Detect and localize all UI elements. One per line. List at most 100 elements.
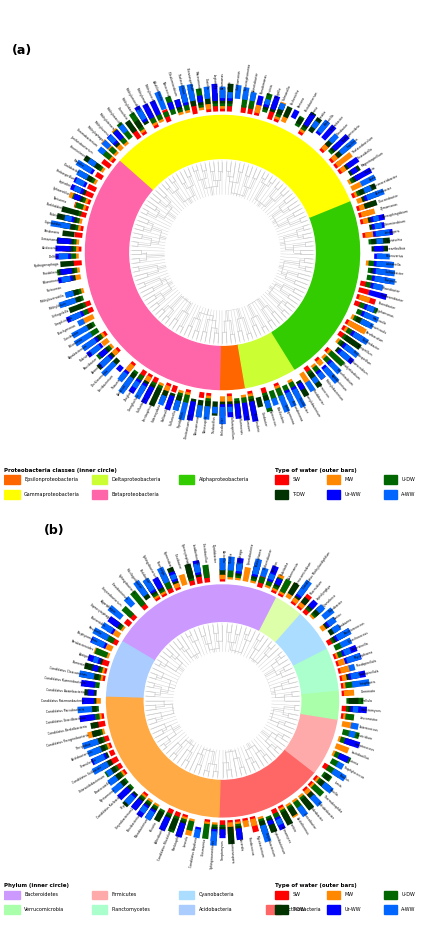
Text: Methylobacter: Methylobacter <box>119 96 134 117</box>
Polygon shape <box>173 395 182 411</box>
Polygon shape <box>113 129 127 144</box>
Polygon shape <box>133 118 146 134</box>
Polygon shape <box>337 163 350 175</box>
Polygon shape <box>297 580 312 597</box>
Polygon shape <box>227 396 233 415</box>
Polygon shape <box>341 645 358 656</box>
Polygon shape <box>142 578 155 592</box>
Polygon shape <box>148 113 159 128</box>
Text: Actinobacteria: Actinobacteria <box>286 907 321 912</box>
Polygon shape <box>85 307 94 314</box>
Text: Phenylobacterium: Phenylobacterium <box>304 393 321 418</box>
Polygon shape <box>235 85 242 99</box>
Text: Methylomonas: Methylomonas <box>134 88 148 109</box>
Text: Acidobacterium: Acidobacterium <box>71 750 94 763</box>
Text: Thiobacillus: Thiobacillus <box>212 416 217 434</box>
Polygon shape <box>256 396 263 408</box>
Bar <box>327 890 340 900</box>
Text: Streptococcus: Streptococcus <box>354 742 375 752</box>
Polygon shape <box>111 782 124 794</box>
Polygon shape <box>318 779 331 791</box>
Polygon shape <box>360 318 374 329</box>
Polygon shape <box>175 822 186 838</box>
Polygon shape <box>118 376 134 395</box>
Text: Methylibium: Methylibium <box>49 301 68 311</box>
Polygon shape <box>69 192 89 204</box>
Polygon shape <box>321 607 335 620</box>
Text: Yersinia: Yersinia <box>267 84 275 96</box>
Text: Rhodopirellula: Rhodopirellula <box>356 659 378 668</box>
Polygon shape <box>92 744 108 755</box>
Polygon shape <box>197 95 203 103</box>
Polygon shape <box>212 93 218 104</box>
Polygon shape <box>336 628 352 641</box>
Polygon shape <box>227 401 233 411</box>
Polygon shape <box>92 730 101 737</box>
Polygon shape <box>262 392 273 413</box>
Polygon shape <box>131 798 143 811</box>
Text: Salmonella: Salmonella <box>282 85 292 102</box>
Polygon shape <box>219 825 226 831</box>
Polygon shape <box>329 153 340 163</box>
Polygon shape <box>346 653 361 664</box>
Polygon shape <box>76 169 89 180</box>
Polygon shape <box>196 88 204 108</box>
Polygon shape <box>356 201 374 211</box>
Polygon shape <box>76 160 93 174</box>
Polygon shape <box>241 93 248 108</box>
Polygon shape <box>271 95 280 110</box>
Polygon shape <box>227 95 233 101</box>
Polygon shape <box>136 584 151 600</box>
Text: Streptomyces: Streptomyces <box>221 839 224 860</box>
Bar <box>327 475 340 484</box>
Polygon shape <box>352 315 368 327</box>
Polygon shape <box>363 185 372 194</box>
Polygon shape <box>364 194 372 201</box>
Text: Acinetobacter: Acinetobacter <box>252 71 260 93</box>
Polygon shape <box>94 666 105 673</box>
Polygon shape <box>347 173 363 185</box>
Polygon shape <box>109 146 117 155</box>
Wedge shape <box>219 750 314 817</box>
Polygon shape <box>158 587 166 596</box>
Polygon shape <box>98 658 110 666</box>
Polygon shape <box>107 626 116 634</box>
Wedge shape <box>107 642 154 699</box>
Polygon shape <box>270 100 279 112</box>
Text: MW: MW <box>344 892 354 898</box>
Polygon shape <box>180 816 187 823</box>
Polygon shape <box>292 388 306 409</box>
Text: Blastopirellula: Blastopirellula <box>358 669 380 677</box>
Text: Gaiella: Gaiella <box>328 787 339 798</box>
Polygon shape <box>348 670 366 680</box>
Polygon shape <box>170 575 180 589</box>
Polygon shape <box>178 402 188 420</box>
Polygon shape <box>89 345 101 355</box>
Text: Rhodoferax: Rhodoferax <box>43 270 61 277</box>
Text: Thalassolituus: Thalassolituus <box>176 73 185 94</box>
Polygon shape <box>105 765 119 778</box>
Polygon shape <box>142 801 151 810</box>
Polygon shape <box>299 114 315 134</box>
Polygon shape <box>138 382 148 394</box>
Polygon shape <box>144 383 155 398</box>
Polygon shape <box>102 756 119 769</box>
Polygon shape <box>92 628 109 641</box>
Text: Leisingera: Leisingera <box>384 229 401 235</box>
Text: Erwinia: Erwinia <box>311 105 320 117</box>
Text: Desulfovibrio: Desulfovibrio <box>252 413 260 433</box>
Polygon shape <box>178 574 187 586</box>
Text: Leuconostoc: Leuconostoc <box>360 716 378 722</box>
Polygon shape <box>117 122 133 140</box>
Polygon shape <box>82 337 99 351</box>
Polygon shape <box>66 246 73 251</box>
Polygon shape <box>369 223 383 230</box>
Text: Methylophaga: Methylophaga <box>86 126 104 143</box>
Text: Janthinobacterium: Janthinobacterium <box>69 135 94 155</box>
Polygon shape <box>258 818 268 833</box>
Polygon shape <box>298 602 305 609</box>
Polygon shape <box>349 175 359 183</box>
Text: Type of water (outer bars): Type of water (outer bars) <box>275 884 356 888</box>
Polygon shape <box>83 155 101 170</box>
Polygon shape <box>89 330 108 346</box>
